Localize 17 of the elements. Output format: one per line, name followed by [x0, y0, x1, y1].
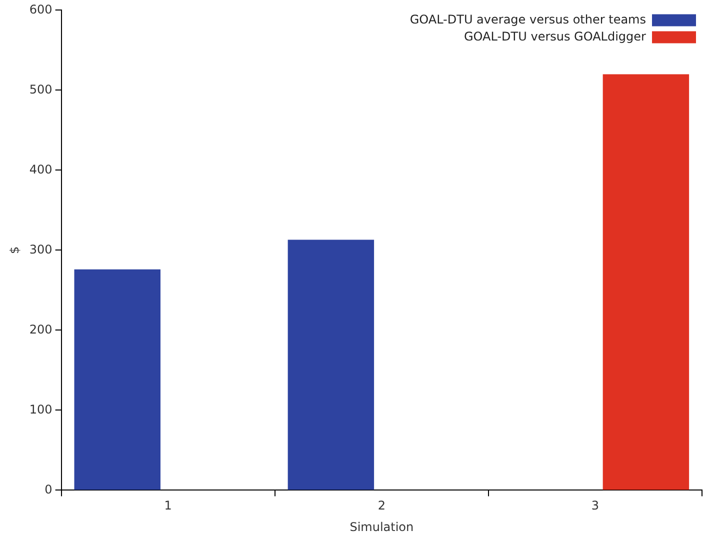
y-tick-label: 500 — [29, 82, 52, 96]
y-tick-label: 0 — [44, 482, 52, 496]
x-tick-label: 2 — [378, 498, 386, 513]
y-tick-label: 200 — [29, 322, 52, 336]
x-axis-title: Simulation — [350, 520, 414, 534]
y-axis-title: $ — [7, 246, 22, 254]
y-tick-label: 300 — [29, 242, 52, 256]
legend-label: GOAL-DTU versus GOALdigger — [464, 29, 646, 44]
y-tick-label: 600 — [29, 2, 52, 16]
y-tick-label: 100 — [29, 402, 52, 416]
bar — [288, 240, 374, 490]
bar — [74, 269, 160, 490]
bar — [602, 74, 690, 490]
legend-label: GOAL-DTU average versus other teams — [410, 12, 646, 26]
y-tick-label: 400 — [29, 162, 52, 176]
x-tick-label: 3 — [591, 498, 600, 513]
x-tick-label: 1 — [164, 498, 172, 513]
